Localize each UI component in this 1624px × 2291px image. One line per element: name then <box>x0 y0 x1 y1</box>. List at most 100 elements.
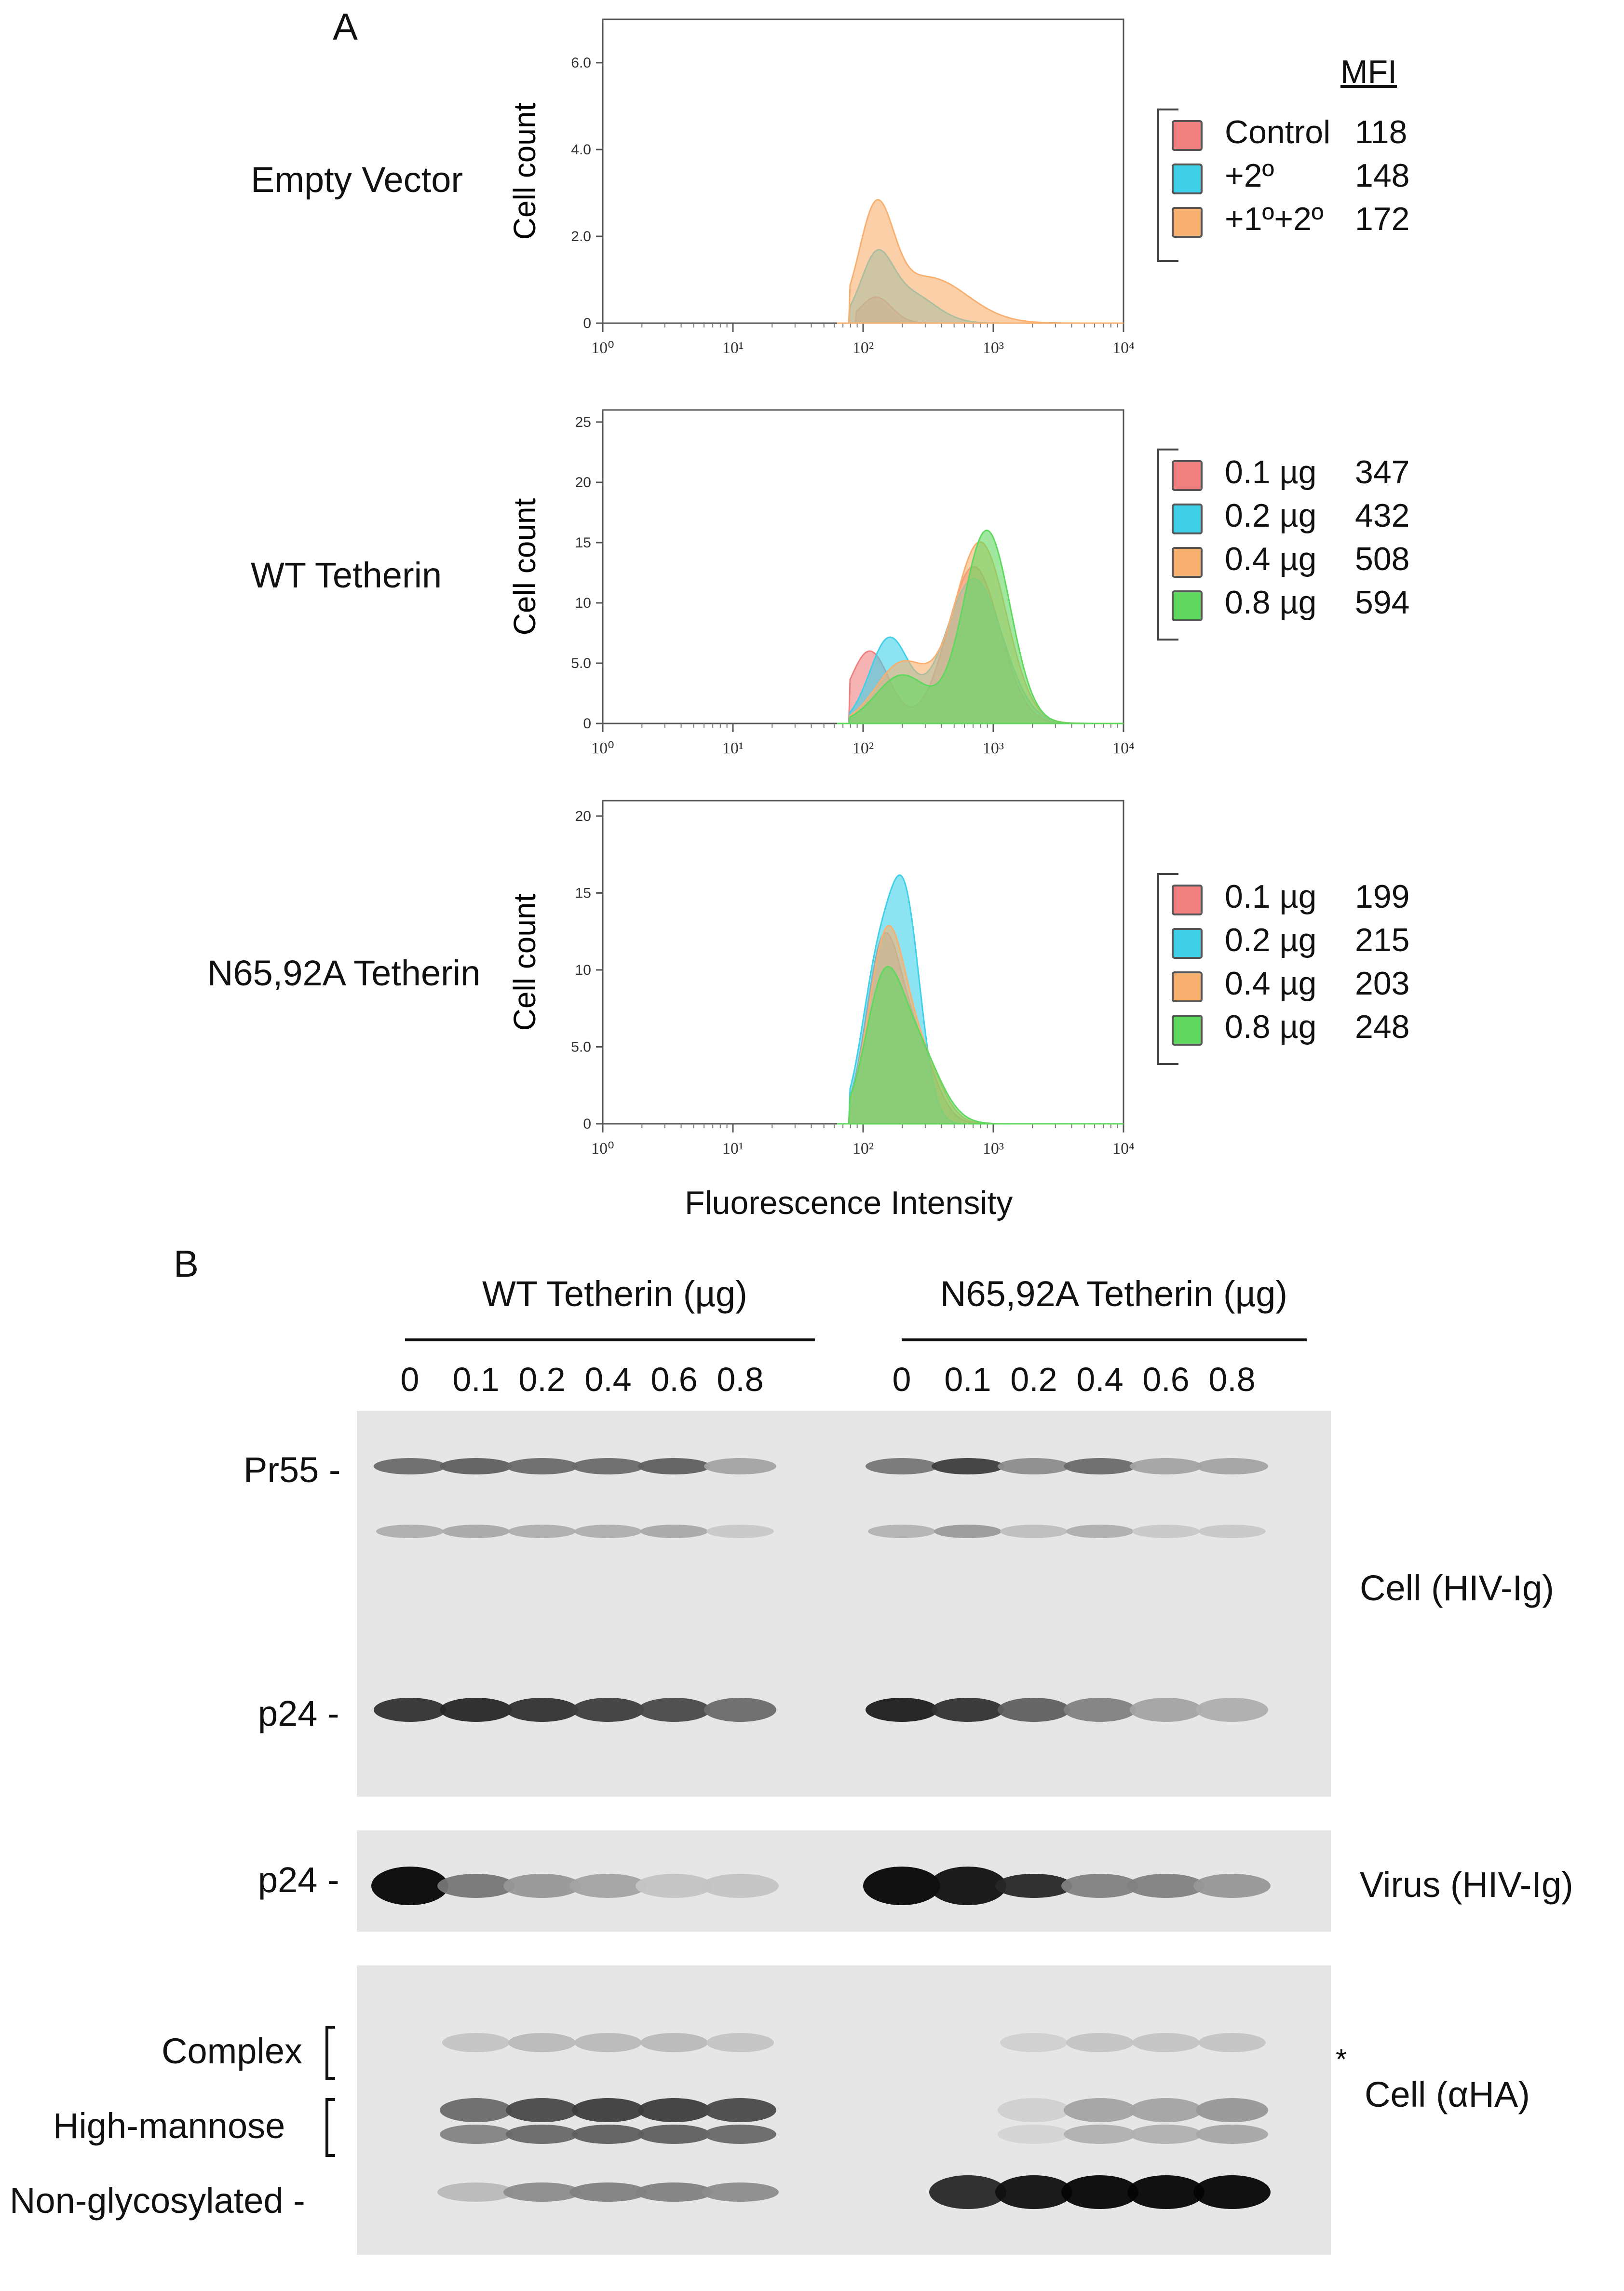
legend-name: +2º <box>1225 157 1274 194</box>
band-p24-cell <box>1064 1698 1136 1722</box>
blot-cell-aha <box>357 1965 1331 2255</box>
band-p24-virus <box>929 1867 1006 1905</box>
band-intermediate <box>574 1525 642 1538</box>
band-p24-cell <box>932 1698 1004 1722</box>
band-label-p24-cell: p24 - <box>258 1693 339 1733</box>
band-complex <box>574 2033 642 2052</box>
y-tick-label: 20 <box>575 475 591 491</box>
lane-label: 0.4 <box>584 1361 632 1398</box>
band-high-mannose <box>572 2098 644 2122</box>
bracket-high-mannose <box>325 2098 335 2157</box>
x-tick-label: 10² <box>853 1140 874 1158</box>
band-complex <box>640 2033 708 2052</box>
x-tick-label: 10⁴ <box>1112 339 1135 357</box>
y-tick-label: 20 <box>575 808 591 824</box>
y-tick-label: 25 <box>575 414 591 430</box>
band-non-glycosylated <box>636 2182 713 2202</box>
band-pr55 <box>440 1458 512 1474</box>
legend-name: 0.8 µg <box>1225 1009 1317 1045</box>
band-non-glycosylated <box>1193 2175 1271 2209</box>
band-non-glycosylated <box>503 2182 581 2202</box>
histogram-series-3 <box>837 529 1123 724</box>
band-intermediate <box>706 1525 774 1538</box>
band-pr55 <box>1064 1458 1136 1474</box>
band-p24-virus <box>1061 1874 1138 1898</box>
legend-mfi-value: 199 <box>1355 878 1410 915</box>
x-tick-label: 10⁰ <box>591 339 614 357</box>
band-complex <box>442 2033 510 2052</box>
legend-name: Control <box>1225 114 1331 150</box>
panel-b-letter: B <box>174 1242 199 1285</box>
band-high-mannose-lower <box>506 2125 578 2144</box>
asterisk-mark: * <box>1336 2043 1347 2075</box>
band-high-mannose-lower <box>638 2125 710 2144</box>
y-tick-label: 10 <box>575 595 591 611</box>
band-pr55 <box>1196 1458 1268 1474</box>
band-p24-virus <box>371 1867 448 1905</box>
row-label-empty-vector: Empty Vector <box>251 160 463 200</box>
bracket-complex <box>325 2026 335 2080</box>
band-label-complex: Complex <box>162 2031 302 2071</box>
x-tick-label: 10¹ <box>722 739 744 757</box>
band-pr55 <box>932 1458 1004 1474</box>
band-non-glycosylated <box>437 2182 514 2202</box>
histogram-wt-tetherin: Cell count 0 5.0 10 15 20 25 10⁰ 10¹ 10² 10³ 10⁴ <box>507 409 1135 757</box>
band-p24-virus <box>995 1874 1072 1898</box>
legend-mfi-value: 432 <box>1355 497 1410 534</box>
legend-mfi-value: 203 <box>1355 965 1410 1002</box>
band-non-glycosylated <box>1127 2175 1204 2209</box>
band-intermediate <box>1198 1525 1266 1538</box>
x-tick-label: 10² <box>853 739 874 757</box>
lane-label: 0.1 <box>944 1361 991 1398</box>
y-tick-label: 4.0 <box>571 142 591 158</box>
legend-swatch <box>1172 504 1203 534</box>
histogram-empty-vector: Cell count 0 2.0 4.0 6.0 10⁰ 10¹ 10² 10³ 10⁴ <box>507 18 1135 357</box>
legend-mfi-value: 248 <box>1355 1009 1410 1045</box>
band-p24-cell <box>1130 1698 1202 1722</box>
band-p24-cell <box>440 1698 512 1722</box>
lane-label: 0.2 <box>1010 1361 1057 1398</box>
band-pr55 <box>1130 1458 1202 1474</box>
band-high-mannose-lower <box>998 2125 1070 2144</box>
x-tick-label: 10⁴ <box>1112 739 1135 757</box>
legend-name: 0.4 µg <box>1225 965 1317 1002</box>
band-complex <box>1132 2033 1200 2052</box>
legend-name: 0.1 µg <box>1225 454 1317 491</box>
y-tick-label: 0 <box>583 315 591 331</box>
band-intermediate <box>1132 1525 1200 1538</box>
legend-mfi-value: 148 <box>1355 157 1410 194</box>
y-tick-label: 6.0 <box>571 55 591 71</box>
band-high-mannose <box>440 2098 512 2122</box>
x-tick-label: 10² <box>853 339 874 357</box>
legend-swatch <box>1172 590 1203 621</box>
band-complex <box>1198 2033 1266 2052</box>
band-intermediate <box>508 1525 576 1538</box>
band-non-glycosylated <box>569 2182 647 2202</box>
band-high-mannose <box>1196 2098 1268 2122</box>
legend-name: +1º+2º <box>1225 201 1324 237</box>
band-high-mannose-lower <box>1130 2125 1202 2144</box>
lane-label: 0.8 <box>717 1361 764 1398</box>
x-tick-label: 10¹ <box>722 339 744 357</box>
blot-cell-hiv-ig <box>357 1411 1331 1797</box>
band-high-mannose <box>998 2098 1070 2122</box>
legend-mfi-value: 347 <box>1355 454 1410 491</box>
y-axis-title: Cell count <box>507 893 542 1031</box>
side-label-cell-aha: Cell (αHA) <box>1365 2074 1530 2114</box>
legend-rows-empty-vector: Control 118 +2º 148 +1º+2º 172 <box>1157 113 1427 258</box>
legend-swatch <box>1172 971 1203 1002</box>
band-non-glycosylated <box>702 2182 779 2202</box>
blot-cell-hiv-ig-bands <box>374 1458 1268 1722</box>
legend-mfi-value: 508 <box>1355 541 1410 577</box>
legend-mfi-value: 215 <box>1355 922 1410 958</box>
legend-rows-wt-tetherin: 0.1 µg 347 0.2 µg 432 0.4 µg 508 0.8 µg 594 <box>1157 453 1427 637</box>
legend-swatch <box>1172 1015 1203 1046</box>
band-p24-virus <box>1193 1874 1271 1898</box>
band-p24-virus <box>702 1874 779 1898</box>
legend-mfi-value: 594 <box>1355 584 1410 621</box>
band-non-glycosylated <box>929 2175 1006 2209</box>
band-p24-cell <box>638 1698 710 1722</box>
band-intermediate <box>1000 1525 1068 1538</box>
band-pr55 <box>998 1458 1070 1474</box>
legend-mfi-value: 118 <box>1355 114 1407 150</box>
